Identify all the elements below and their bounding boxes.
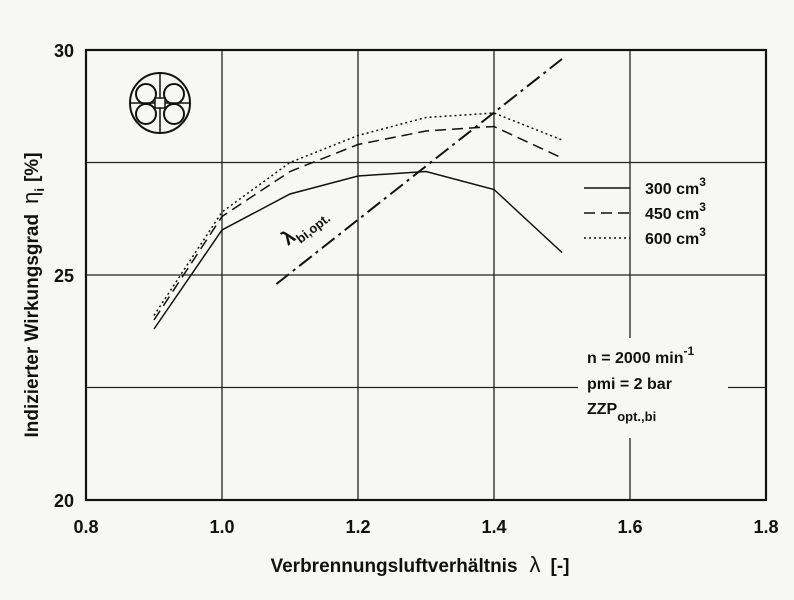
series-line-2 <box>153 125 563 321</box>
x-tick-label: 0.8 <box>73 517 98 537</box>
legend: 300 cm3 450 cm3 600 cm3 <box>584 175 706 248</box>
series-line-3 <box>153 112 563 316</box>
x-tick-label: 1.8 <box>753 517 778 537</box>
y-tick-label: 30 <box>54 41 74 61</box>
y-axis-title: Indizierter Wirkungsgradηi[%] <box>18 152 47 437</box>
x-tick-label: 1.4 <box>481 517 506 537</box>
speed-note: n = 2000 min-1 <box>587 344 694 367</box>
legend-label-300: 300 cm3 <box>645 175 706 198</box>
series-layer <box>153 112 563 330</box>
four-valve-cylinder-head-icon <box>129 72 191 134</box>
pressure-note: pmi = 2 bar <box>587 376 672 393</box>
series-line-1 <box>153 170 563 330</box>
x-tick-label: 1.6 <box>617 517 642 537</box>
y-tick-label: 20 <box>54 491 74 511</box>
operating-conditions: n = 2000 min-1 pmi = 2 bar ZZPopt.,bi <box>578 338 728 438</box>
x-tick-label: 1.0 <box>209 517 234 537</box>
x-tick-label: 1.2 <box>345 517 370 537</box>
grid <box>86 50 766 500</box>
ignition-note: ZZPopt.,bi <box>587 401 656 424</box>
plot-frame <box>84 48 768 502</box>
optimum-lambda-line <box>275 58 563 285</box>
legend-label-450: 450 cm3 <box>645 200 706 223</box>
tick-labels: 0.8 1.0 1.2 1.4 1.6 1.8 20 25 30 <box>54 41 779 537</box>
y-tick-label: 25 <box>54 266 74 286</box>
legend-label-600: 600 cm3 <box>645 225 706 248</box>
x-axis-title: Verbrennungsluftverhältnis λ [-] <box>270 552 569 577</box>
